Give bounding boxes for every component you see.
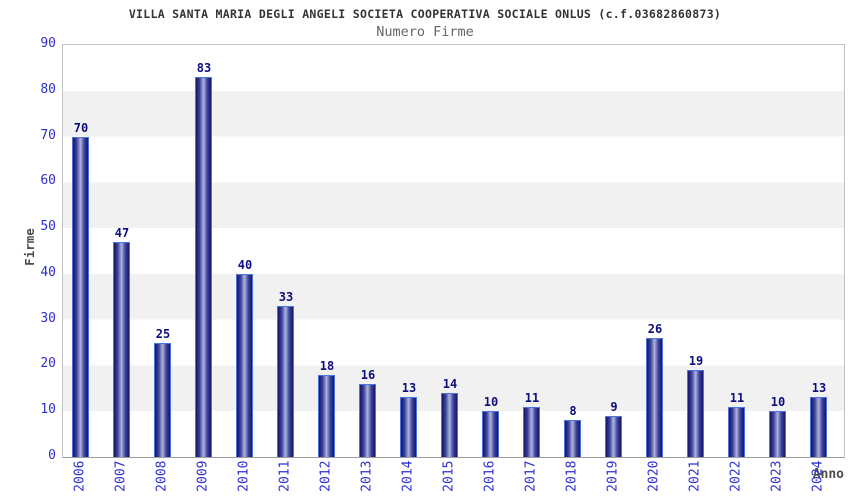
y-tick-label-20: 20 bbox=[40, 356, 56, 372]
x-tick-label-2018: 2018 bbox=[564, 460, 580, 492]
plot-area: 70 47 25 83 40 33 18 16 13 14 10 11 8 9 26 19 11 10 13 bbox=[62, 44, 845, 458]
bar-2012 bbox=[318, 375, 335, 457]
y-tick-label-30: 30 bbox=[40, 310, 56, 326]
bar-value-label-2024: 13 bbox=[811, 381, 827, 395]
x-tick-label-2019: 2019 bbox=[605, 460, 621, 492]
bar-value-label-2018: 8 bbox=[569, 404, 577, 418]
bar-value-label-2006: 70 bbox=[73, 121, 89, 135]
x-tick-label-2012: 2012 bbox=[318, 460, 334, 492]
bar-value-label-2011: 33 bbox=[278, 290, 294, 304]
bar-value-label-2016: 10 bbox=[483, 395, 499, 409]
y-tick-label-60: 60 bbox=[40, 173, 56, 189]
bar-2016 bbox=[482, 411, 499, 457]
bar-2009 bbox=[195, 77, 212, 457]
bar-2017 bbox=[523, 407, 540, 457]
chart-subtitle: Numero Firme bbox=[376, 24, 474, 40]
x-tick-label-2023: 2023 bbox=[769, 460, 785, 492]
bar-value-label-2023: 10 bbox=[770, 395, 786, 409]
y-tick-label-80: 80 bbox=[40, 81, 56, 97]
x-tick-label-2010: 2010 bbox=[236, 460, 252, 492]
y-tick-label-50: 50 bbox=[40, 219, 56, 235]
x-tick-label-2007: 2007 bbox=[113, 460, 129, 492]
bar-value-label-2019: 9 bbox=[610, 400, 618, 414]
bar-2019 bbox=[605, 416, 622, 457]
bar-2023 bbox=[769, 411, 786, 457]
bar-2022 bbox=[728, 407, 745, 457]
x-tick-label-2017: 2017 bbox=[523, 460, 539, 492]
chart-title: VILLA SANTA MARIA DEGLI ANGELI SOCIETA C… bbox=[128, 7, 722, 21]
bar-2014 bbox=[400, 397, 417, 457]
bar-value-label-2014: 13 bbox=[401, 381, 417, 395]
bar-2011 bbox=[277, 306, 294, 457]
x-tick-label-2022: 2022 bbox=[728, 460, 744, 492]
bar-2021 bbox=[687, 370, 704, 457]
bar-2007 bbox=[113, 242, 130, 457]
bar-value-label-2008: 25 bbox=[155, 327, 171, 341]
x-tick-label-2015: 2015 bbox=[441, 460, 457, 492]
x-tick-label-2021: 2021 bbox=[687, 460, 703, 492]
bar-value-label-2013: 16 bbox=[360, 368, 376, 382]
bar-value-label-2017: 11 bbox=[524, 391, 540, 405]
bar-value-label-2020: 26 bbox=[647, 322, 663, 336]
bar-value-label-2015: 14 bbox=[442, 377, 458, 391]
y-tick-label-90: 90 bbox=[40, 36, 56, 51]
x-tick-label-2008: 2008 bbox=[154, 460, 170, 492]
bar-2010 bbox=[236, 274, 253, 457]
bar-value-label-2009: 83 bbox=[196, 61, 212, 75]
x-tick-label-2024: 2024 bbox=[810, 460, 826, 492]
bar-2018 bbox=[564, 420, 581, 457]
y-tick-label-0: 0 bbox=[48, 448, 56, 463]
bar-2024 bbox=[810, 397, 827, 457]
x-tick-label-2014: 2014 bbox=[400, 460, 416, 492]
bar-2013 bbox=[359, 384, 376, 457]
bar-value-label-2010: 40 bbox=[237, 258, 253, 272]
bar-value-label-2012: 18 bbox=[319, 359, 335, 373]
bar-2015 bbox=[441, 393, 458, 457]
x-tick-label-2020: 2020 bbox=[646, 460, 662, 492]
x-tick-label-2009: 2009 bbox=[195, 460, 211, 492]
y-tick-label-40: 40 bbox=[40, 264, 56, 280]
bar-value-label-2007: 47 bbox=[114, 226, 130, 240]
x-tick-label-2013: 2013 bbox=[359, 460, 375, 492]
x-tick-label-2016: 2016 bbox=[482, 460, 498, 492]
bar-2020 bbox=[646, 338, 663, 457]
y-tick-label-10: 10 bbox=[40, 402, 56, 418]
bar-value-label-2022: 11 bbox=[729, 391, 745, 405]
y-tick-label-70: 70 bbox=[40, 127, 56, 143]
x-tick-label-2006: 2006 bbox=[72, 460, 88, 492]
x-tick-label-2011: 2011 bbox=[277, 460, 293, 492]
bar-2006 bbox=[72, 137, 89, 457]
x-axis-title: Anno bbox=[812, 467, 844, 482]
bar-value-label-2021: 19 bbox=[688, 354, 704, 368]
bar-2008 bbox=[154, 343, 171, 457]
